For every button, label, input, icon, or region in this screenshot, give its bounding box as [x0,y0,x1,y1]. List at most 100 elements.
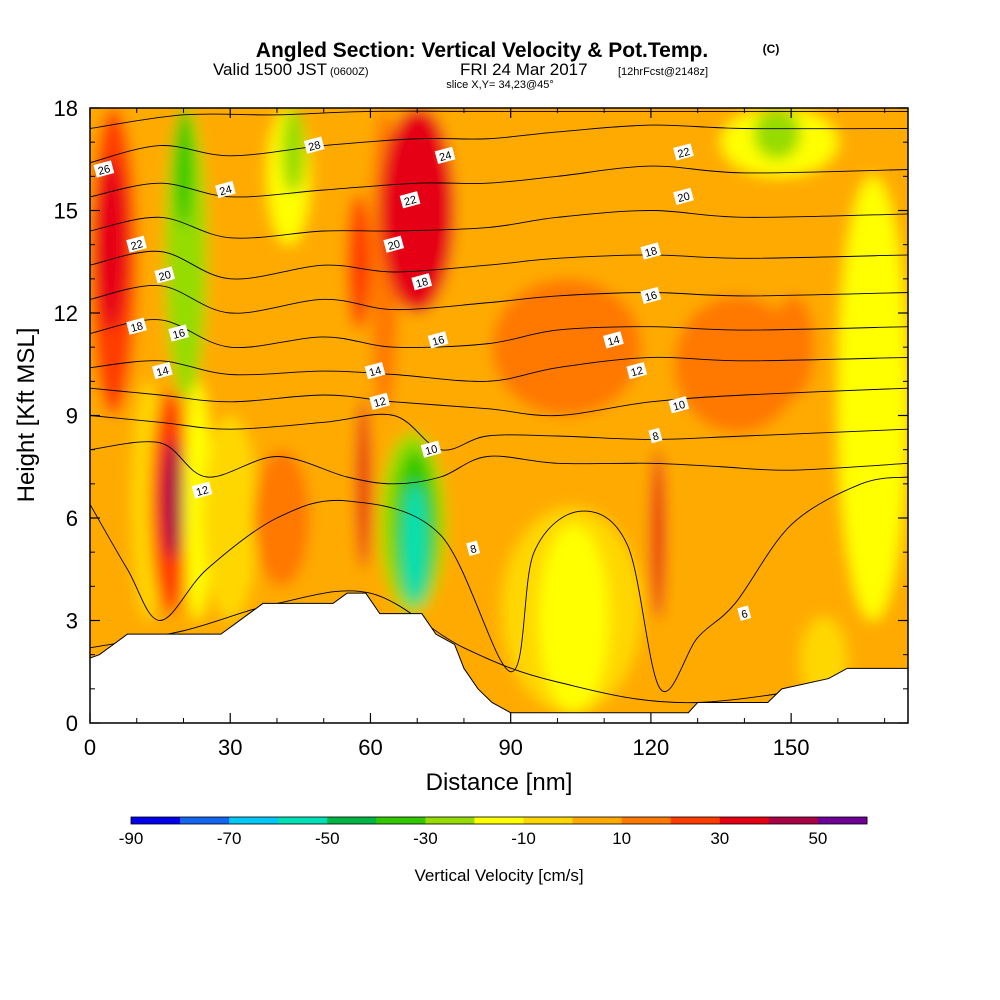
y-tick-label: 0 [66,711,78,736]
colorbar-tick-label: -30 [413,829,438,848]
contour-label: 12 [191,481,213,499]
x-tick-label: 60 [358,735,382,760]
contour-labels: 26 22 20 18 16 14 12 24 28 24 22 20 18 16 14 12 10 8 22 20 1… [93,136,752,621]
isentrope-14 [90,356,908,382]
isentrope-contours [90,110,908,704]
colorbar-tick-label: 30 [710,829,729,848]
field-cell [356,398,371,570]
svg-text:10: 10 [424,443,439,458]
colorbar-tick-label: 50 [808,829,827,848]
contour-label: 24 [215,180,236,199]
x-tick-label: 0 [84,735,96,760]
contour-label: 16 [168,324,190,342]
svg-text:24: 24 [438,149,453,164]
svg-text:6: 6 [740,608,749,621]
contour-label: 20 [383,235,405,253]
chart-title-units: (C) [763,42,780,56]
colorbar-tick-label: -90 [119,829,144,848]
svg-text:8: 8 [651,430,660,443]
contour-label: 16 [640,286,662,304]
field-cell [94,159,128,331]
x-axis-label: Distance [nm] [426,769,573,796]
y-tick-label: 3 [66,609,78,634]
contour-label: 12 [369,392,391,410]
field-cell [772,295,815,399]
colorbar-segment [817,817,868,824]
field-cell [538,524,609,713]
contour-label: 22 [399,191,421,209]
colorbar-segment [425,817,475,824]
field-cell [253,449,310,587]
colorbar-segment [572,817,623,824]
svg-text:22: 22 [676,146,691,161]
svg-text:12: 12 [373,395,388,410]
colorbar-segment [474,817,525,824]
contour-label: 26 [93,160,115,178]
colorbar-segment [670,817,721,824]
isentrope-26 [90,124,908,164]
field-cell [347,193,371,331]
contour-label: 10 [420,440,442,458]
isentrope-20 [90,250,908,280]
contour-label: 8 [648,427,663,444]
svg-text:10: 10 [672,399,687,414]
svg-text:18: 18 [130,320,145,335]
y-tick-label: 6 [66,506,78,531]
colorbar-segment [278,817,328,824]
field-cell [650,449,665,621]
contour-label: 8 [466,540,481,556]
velocity-field [90,108,908,723]
isentrope-12 [90,387,908,417]
svg-text:20: 20 [158,269,173,284]
y-tick-label: 15 [54,199,78,224]
svg-text:28: 28 [307,139,322,154]
svg-text:22: 22 [403,194,418,209]
isentrope-16 [90,319,908,349]
colorbar-segment [376,817,426,824]
contour-label: 20 [673,187,694,205]
field-cell [837,176,908,621]
colorbar-segment [229,817,279,824]
valid-utc: (0600Z) [330,66,369,78]
forecast-label: [12hrFcst@2148z] [618,66,708,78]
colorbar-segment [327,817,377,824]
svg-text:8: 8 [469,543,478,556]
y-tick-label: 12 [54,301,78,326]
field-cell [753,108,801,160]
contour-label: 14 [364,361,386,380]
contour-label: 28 [303,136,325,154]
colorbar-segment [768,817,819,824]
svg-text:12: 12 [630,365,645,380]
field-cell [202,415,259,621]
terrain [90,592,908,723]
valid-date: FRI 24 Mar 2017 [460,60,588,79]
colorbar-title: Vertical Velocity [cm/s] [414,866,583,885]
y-axis: 0 3 6 9 12 15 18 [54,96,908,736]
svg-text:12: 12 [195,484,210,499]
svg-text:24: 24 [218,184,233,199]
svg-text:16: 16 [172,327,187,342]
colorbar-segment [180,817,230,824]
isentrope-10 [90,413,908,451]
y-tick-label: 18 [54,96,78,121]
contour-label: 14 [151,361,173,379]
isentrope-22 [90,210,908,239]
field-cell [281,108,306,194]
isentrope-6 [90,476,908,692]
x-tick-label: 90 [498,735,522,760]
contour-label: 24 [434,146,456,164]
svg-text:14: 14 [368,365,383,380]
y-axis-label: Height [Kft MSL] [13,328,40,503]
contour-label: 22 [673,143,694,161]
contour-label: 10 [668,396,690,414]
slice-label: slice X,Y= 34,23@45° [446,79,554,91]
colorbar-frame [130,816,868,825]
isentrope-8 [90,441,908,485]
field-cell [162,439,184,559]
svg-text:16: 16 [431,334,446,349]
contour-label: 18 [126,317,147,335]
svg-text:20: 20 [387,238,402,253]
contour-label: 12 [626,361,648,380]
svg-text:22: 22 [130,238,145,253]
